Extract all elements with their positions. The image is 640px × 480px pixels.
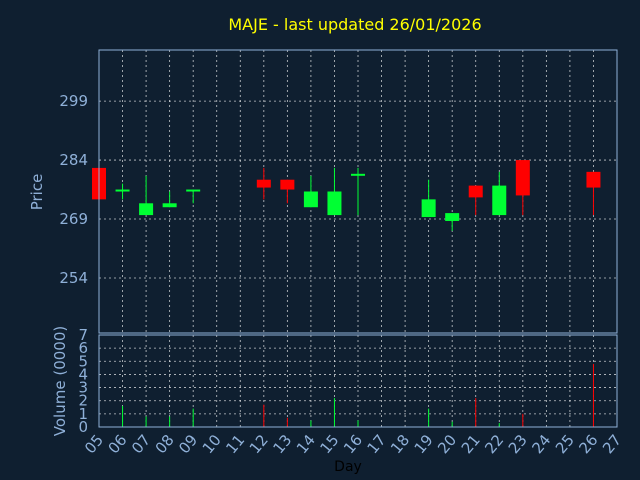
candle-body — [280, 179, 295, 190]
volume-tick-label: 1 — [78, 405, 88, 423]
x-tick-label: 19 — [411, 431, 437, 457]
price-tick-label: 269 — [59, 210, 88, 228]
candle-body — [421, 199, 436, 218]
x-tick-label: 18 — [387, 431, 413, 457]
volume-bars — [122, 363, 594, 427]
x-tick-label: 09 — [175, 431, 201, 457]
x-tick-label: 17 — [364, 431, 390, 457]
candle-body — [186, 189, 201, 192]
candle-body — [492, 185, 507, 216]
candle-body — [256, 179, 271, 188]
x-tick-label: 25 — [552, 431, 578, 457]
volume-tick-label: 2 — [78, 392, 88, 410]
price-axis: 254 269 284 299 — [59, 92, 88, 287]
x-tick-label: 26 — [575, 431, 601, 457]
volume-axis-label: Volume (0000) — [51, 326, 69, 436]
price-tick-label: 284 — [59, 151, 88, 169]
x-axis-label: Day — [334, 459, 362, 475]
x-tick-label: 07 — [128, 431, 154, 457]
x-tick-label: 08 — [152, 431, 178, 457]
x-tick-label: 22 — [481, 431, 507, 457]
x-tick-label: 13 — [269, 431, 295, 457]
x-tick-label: 14 — [293, 431, 319, 457]
x-tick-label: 16 — [340, 431, 366, 457]
volume-tick-label: 5 — [78, 352, 88, 370]
candle-body — [468, 185, 483, 198]
volume-tick-label: 3 — [78, 379, 88, 397]
x-tick-label: 15 — [316, 431, 342, 457]
candle-body — [327, 191, 342, 216]
volume-tick-label: 7 — [78, 326, 88, 344]
candle-body — [139, 203, 154, 216]
x-tick-label: 24 — [528, 431, 554, 457]
volume-tick-label: 6 — [78, 339, 88, 357]
x-tick-label: 20 — [434, 431, 460, 457]
volume-tick-label: 0 — [78, 418, 88, 436]
x-tick-label: 10 — [199, 431, 225, 457]
x-tick-label: 12 — [246, 431, 272, 457]
x-tick-label: 21 — [458, 431, 484, 457]
candle-body — [586, 171, 601, 188]
price-panel-frame — [98, 49, 618, 334]
x-axis: 0506070809101112131415161718192021222324… — [81, 431, 625, 457]
candle-body — [162, 203, 177, 208]
candle-body — [445, 213, 460, 221]
x-tick-label: 23 — [505, 431, 531, 457]
price-tick-label: 299 — [59, 92, 88, 110]
chart-title: MAJE - last updated 26/01/2026 — [228, 15, 481, 34]
x-tick-label: 27 — [599, 431, 625, 457]
price-axis-label: Price — [28, 174, 46, 211]
x-tick-label: 06 — [105, 431, 131, 457]
volume-grid — [99, 335, 617, 427]
candle-body — [115, 189, 130, 192]
candles — [92, 160, 601, 231]
x-tick-label: 11 — [222, 431, 248, 457]
price-tick-label: 254 — [59, 269, 88, 287]
candle-body — [351, 173, 365, 176]
volume-panel-frame — [98, 334, 618, 428]
candle-body — [303, 191, 318, 208]
candle-body — [515, 160, 530, 196]
volume-tick-label: 4 — [78, 365, 88, 383]
